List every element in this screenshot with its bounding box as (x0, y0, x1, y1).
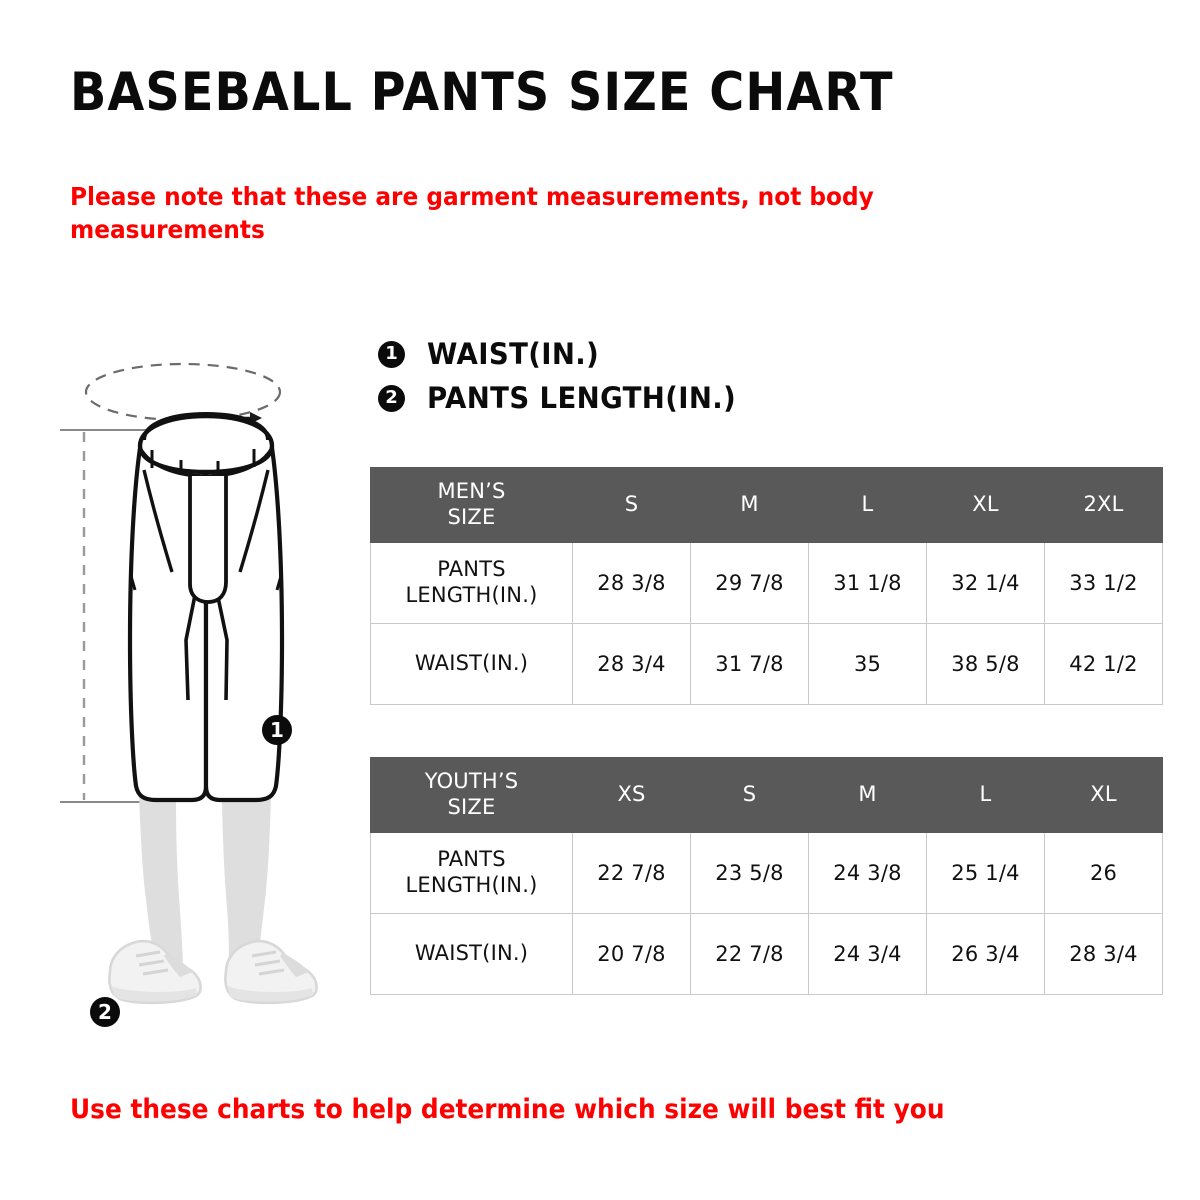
baseball-pants-illustration: 1 2 (40, 340, 380, 1027)
column-header-m: M (690, 467, 809, 543)
table-header-row: MEN’S SIZE S M L XL 2XL (370, 467, 1163, 543)
table-row: WAIST(IN.) 28 3/4 31 7/8 35 38 5/8 42 1/… (370, 623, 1163, 705)
cell-pants-length-2xl: 33 1/2 (1044, 542, 1163, 624)
column-header-xl: XL (926, 467, 1045, 543)
illustration-marker-waist: 1 (262, 715, 292, 745)
column-header-m: M (808, 757, 927, 833)
table-row: PANTS LENGTH(IN.) 28 3/8 29 7/8 31 1/8 3… (370, 542, 1163, 624)
table-header-row: YOUTH’S SIZE XS S M L XL (370, 757, 1163, 833)
circled-number-2-icon: 2 (378, 384, 405, 412)
cell-waist-m: 24 3/4 (808, 913, 927, 995)
youths-size-header-line1: YOUTH’S (424, 769, 519, 794)
column-header-s: S (572, 467, 691, 543)
cell-waist-s: 28 3/4 (572, 623, 691, 705)
page-title: BASEBALL PANTS SIZE CHART (70, 62, 894, 123)
baseball-pants-figure-icon (60, 362, 318, 1005)
cell-waist-m: 31 7/8 (690, 623, 809, 705)
size-help-note: Use these charts to help determine which… (70, 1094, 945, 1125)
cell-waist-xs: 20 7/8 (572, 913, 691, 995)
row-label-waist: WAIST(IN.) (370, 913, 573, 995)
cell-pants-length-m: 24 3/8 (808, 832, 927, 914)
garment-measurement-note: Please note that these are garment measu… (70, 182, 874, 244)
socks-shape (139, 792, 271, 972)
column-header-xl: XL (1044, 757, 1163, 833)
table-row: PANTS LENGTH(IN.) 22 7/8 23 5/8 24 3/8 2… (370, 832, 1163, 914)
row-label-line1: PANTS (437, 847, 506, 872)
cell-pants-length-s: 23 5/8 (690, 832, 809, 914)
legend-item-waist: 1 WAIST(IN.) (378, 334, 752, 374)
cell-pants-length-xl: 26 (1044, 832, 1163, 914)
cell-waist-l: 26 3/4 (926, 913, 1045, 995)
legend-item-pants-length: 2 PANTS LENGTH(IN.) (378, 378, 752, 418)
cell-pants-length-l: 31 1/8 (808, 542, 927, 624)
cell-waist-xl: 28 3/4 (1044, 913, 1163, 995)
cell-pants-length-s: 28 3/8 (572, 542, 691, 624)
table-row: WAIST(IN.) 20 7/8 22 7/8 24 3/4 26 3/4 2… (370, 913, 1163, 995)
youths-size-table: YOUTH’S SIZE XS S M L XL PANTS LENGTH(IN… (370, 757, 1163, 995)
cell-pants-length-m: 29 7/8 (690, 542, 809, 624)
mens-size-header-line2: SIZE (447, 505, 496, 529)
circled-number-1-icon: 1 (378, 340, 405, 368)
cell-waist-2xl: 42 1/2 (1044, 623, 1163, 705)
measurement-legend: 1 WAIST(IN.) 2 PANTS LENGTH(IN.) (378, 334, 752, 422)
row-label-line1: PANTS (437, 557, 506, 582)
illustration-marker-pants-length: 2 (90, 997, 120, 1027)
column-header-xs: XS (572, 757, 691, 833)
cell-pants-length-l: 25 1/4 (926, 832, 1045, 914)
column-header-2xl: 2XL (1044, 467, 1163, 543)
row-label-pants-length: PANTS LENGTH(IN.) (370, 542, 573, 624)
cell-pants-length-xl: 32 1/4 (926, 542, 1045, 624)
row-label-waist: WAIST(IN.) (370, 623, 573, 705)
column-header-l: L (808, 467, 927, 543)
cell-waist-s: 22 7/8 (690, 913, 809, 995)
cell-waist-xl: 38 5/8 (926, 623, 1045, 705)
row-label-line2: LENGTH(IN.) (405, 873, 538, 897)
mens-size-header: MEN’S SIZE (370, 467, 573, 543)
legend-label-waist: WAIST(IN.) (427, 337, 600, 371)
mens-size-header-line1: MEN’S (437, 479, 506, 504)
column-header-l: L (926, 757, 1045, 833)
sneakers-icon (108, 939, 318, 1005)
column-header-s: S (690, 757, 809, 833)
row-label-pants-length: PANTS LENGTH(IN.) (370, 832, 573, 914)
row-label-line2: LENGTH(IN.) (405, 583, 538, 607)
pants-shape (127, 411, 285, 803)
cell-pants-length-xs: 22 7/8 (572, 832, 691, 914)
legend-label-pants-length: PANTS LENGTH(IN.) (427, 381, 737, 415)
youths-size-header-line2: SIZE (447, 795, 496, 819)
mens-size-table: MEN’S SIZE S M L XL 2XL PANTS LENGTH(IN.… (370, 467, 1163, 705)
youths-size-header: YOUTH’S SIZE (370, 757, 573, 833)
cell-waist-l: 35 (808, 623, 927, 705)
